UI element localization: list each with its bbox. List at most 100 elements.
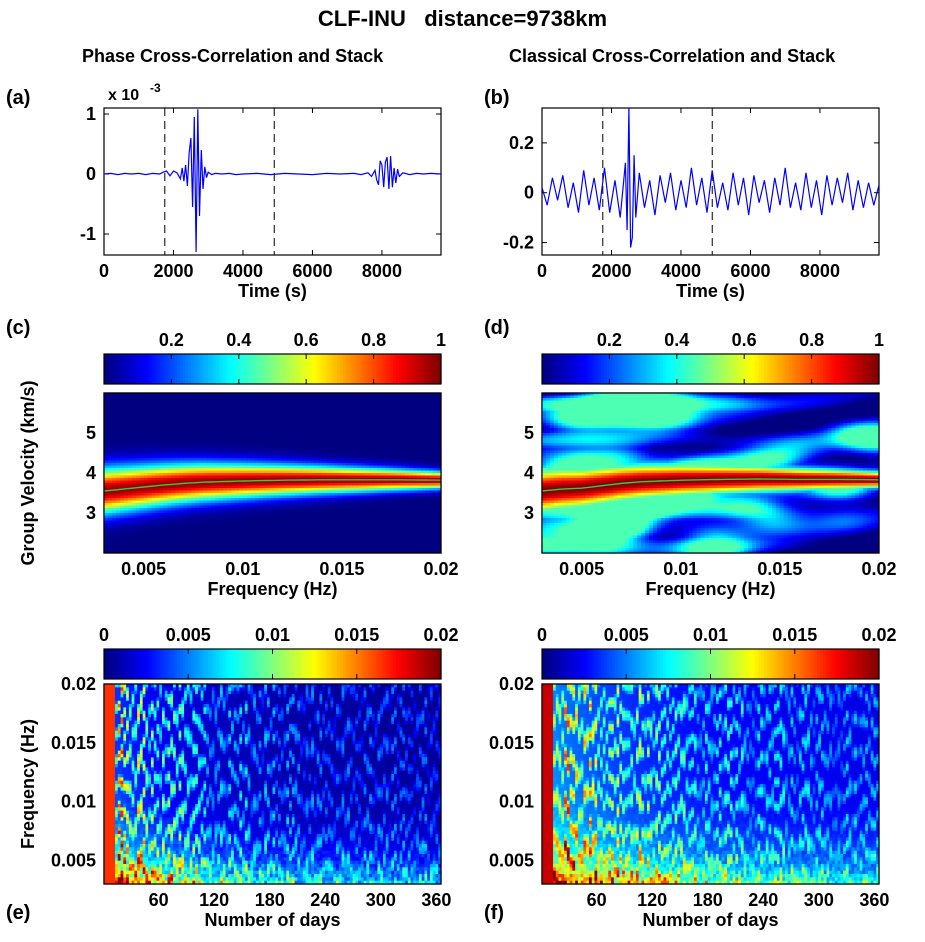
heatmap-cell bbox=[159, 485, 164, 489]
heatmap-cell bbox=[337, 398, 343, 401]
heatmap-cell bbox=[234, 393, 240, 396]
heatmap-cell bbox=[111, 545, 117, 549]
heatmap-cell bbox=[203, 523, 208, 526]
heatmap-cell bbox=[139, 538, 145, 541]
heatmap-cell bbox=[302, 458, 307, 461]
heatmap-cell bbox=[270, 428, 275, 431]
heatmap-cell bbox=[246, 405, 252, 409]
heatmap-cell bbox=[381, 483, 386, 486]
heatmap-cell bbox=[286, 438, 291, 441]
heatmap-cell bbox=[127, 398, 133, 401]
heatmap-cell bbox=[258, 403, 264, 406]
heatmap-cell bbox=[171, 510, 176, 514]
heatmap-cell bbox=[369, 543, 375, 546]
heatmap-cell bbox=[310, 528, 315, 531]
heatmap-cell bbox=[341, 450, 347, 454]
heatmap-cell bbox=[123, 443, 129, 446]
x-tick-label: 0 bbox=[99, 261, 109, 281]
heatmap-cell bbox=[385, 525, 390, 529]
heatmap-cell bbox=[107, 498, 113, 501]
heatmap-cell bbox=[278, 493, 283, 496]
heatmap-cell bbox=[286, 408, 291, 411]
heatmap-cell bbox=[135, 460, 141, 464]
heatmap-cell bbox=[234, 485, 240, 489]
heatmap-cell bbox=[389, 428, 394, 431]
heatmap-cell bbox=[203, 488, 208, 491]
heatmap-cell bbox=[111, 485, 117, 489]
heatmap-cell bbox=[262, 480, 268, 484]
heatmap-cell bbox=[183, 493, 188, 496]
heatmap-cell bbox=[218, 445, 224, 449]
heatmap-cell bbox=[242, 403, 248, 406]
heatmap-cell bbox=[147, 478, 153, 481]
heatmap-cell bbox=[143, 458, 149, 461]
heatmap-cell bbox=[179, 440, 184, 444]
heatmap-cell bbox=[377, 463, 383, 466]
heatmap-cell bbox=[242, 428, 248, 431]
heatmap-cell bbox=[322, 473, 327, 476]
heatmap-cell bbox=[222, 415, 228, 419]
heatmap-cell bbox=[310, 495, 315, 499]
heatmap-cell bbox=[389, 503, 394, 506]
heatmap-cell bbox=[389, 515, 394, 519]
heatmap-cell bbox=[199, 443, 204, 446]
heatmap-cell bbox=[294, 480, 299, 484]
heatmap-cell bbox=[290, 415, 295, 419]
heatmap-cell bbox=[282, 505, 287, 509]
heatmap-cell bbox=[155, 503, 161, 506]
heatmap-cell bbox=[151, 478, 157, 481]
heatmap-cell bbox=[135, 450, 141, 454]
heatmap-cell bbox=[163, 410, 168, 414]
heatmap-cell bbox=[322, 445, 327, 449]
heatmap-cell bbox=[377, 498, 383, 501]
heatmap-cell bbox=[238, 495, 244, 499]
heatmap-cell bbox=[143, 470, 149, 474]
heatmap-cell bbox=[282, 480, 287, 484]
heatmap-cell bbox=[254, 405, 260, 409]
heatmap-cell bbox=[111, 413, 117, 416]
heatmap-cell bbox=[266, 473, 272, 476]
heatmap-cell bbox=[302, 488, 307, 491]
heatmap-cell bbox=[341, 428, 347, 431]
heatmap-cell bbox=[282, 513, 287, 516]
heatmap-cell bbox=[104, 468, 109, 471]
heatmap-cell bbox=[238, 435, 244, 439]
heatmap-cell bbox=[373, 503, 379, 506]
heatmap-cell bbox=[389, 525, 394, 529]
heatmap-cell bbox=[337, 460, 343, 464]
heatmap-cell bbox=[151, 483, 157, 486]
heatmap-cell bbox=[218, 530, 224, 534]
heatmap-cell bbox=[274, 443, 279, 446]
heatmap-cell bbox=[314, 450, 319, 454]
heatmap-cell bbox=[393, 443, 398, 446]
heatmap-cell bbox=[183, 465, 188, 469]
heatmap-cell bbox=[155, 453, 161, 456]
heatmap-cell bbox=[143, 480, 149, 484]
heatmap-cell bbox=[155, 478, 161, 481]
heatmap-cell bbox=[167, 508, 172, 511]
heatmap-cell bbox=[155, 535, 161, 539]
heatmap-cell bbox=[345, 400, 351, 404]
heatmap-cell bbox=[211, 528, 216, 531]
heatmap-cell bbox=[107, 453, 113, 456]
heatmap-cell bbox=[183, 430, 188, 434]
heatmap-cell bbox=[306, 418, 311, 421]
heatmap-cell bbox=[171, 515, 176, 519]
heatmap-cell bbox=[302, 465, 307, 469]
heatmap-cell bbox=[254, 528, 260, 531]
heatmap-cell bbox=[341, 538, 347, 541]
heatmap-cell bbox=[155, 475, 161, 479]
heatmap-cell bbox=[298, 455, 303, 459]
heatmap-cell bbox=[365, 543, 371, 546]
heatmap-cell bbox=[306, 505, 311, 509]
heatmap-cell bbox=[215, 463, 220, 466]
heatmap-cell bbox=[258, 435, 264, 439]
heatmap-cell bbox=[310, 435, 315, 439]
heatmap-cell bbox=[389, 398, 394, 401]
heatmap-cell bbox=[242, 448, 248, 451]
heatmap-cell bbox=[234, 443, 240, 446]
heatmap-cell bbox=[211, 518, 216, 521]
heatmap-cell bbox=[290, 438, 295, 441]
heatmap-cell bbox=[286, 548, 291, 551]
heatmap-cell bbox=[385, 413, 390, 416]
